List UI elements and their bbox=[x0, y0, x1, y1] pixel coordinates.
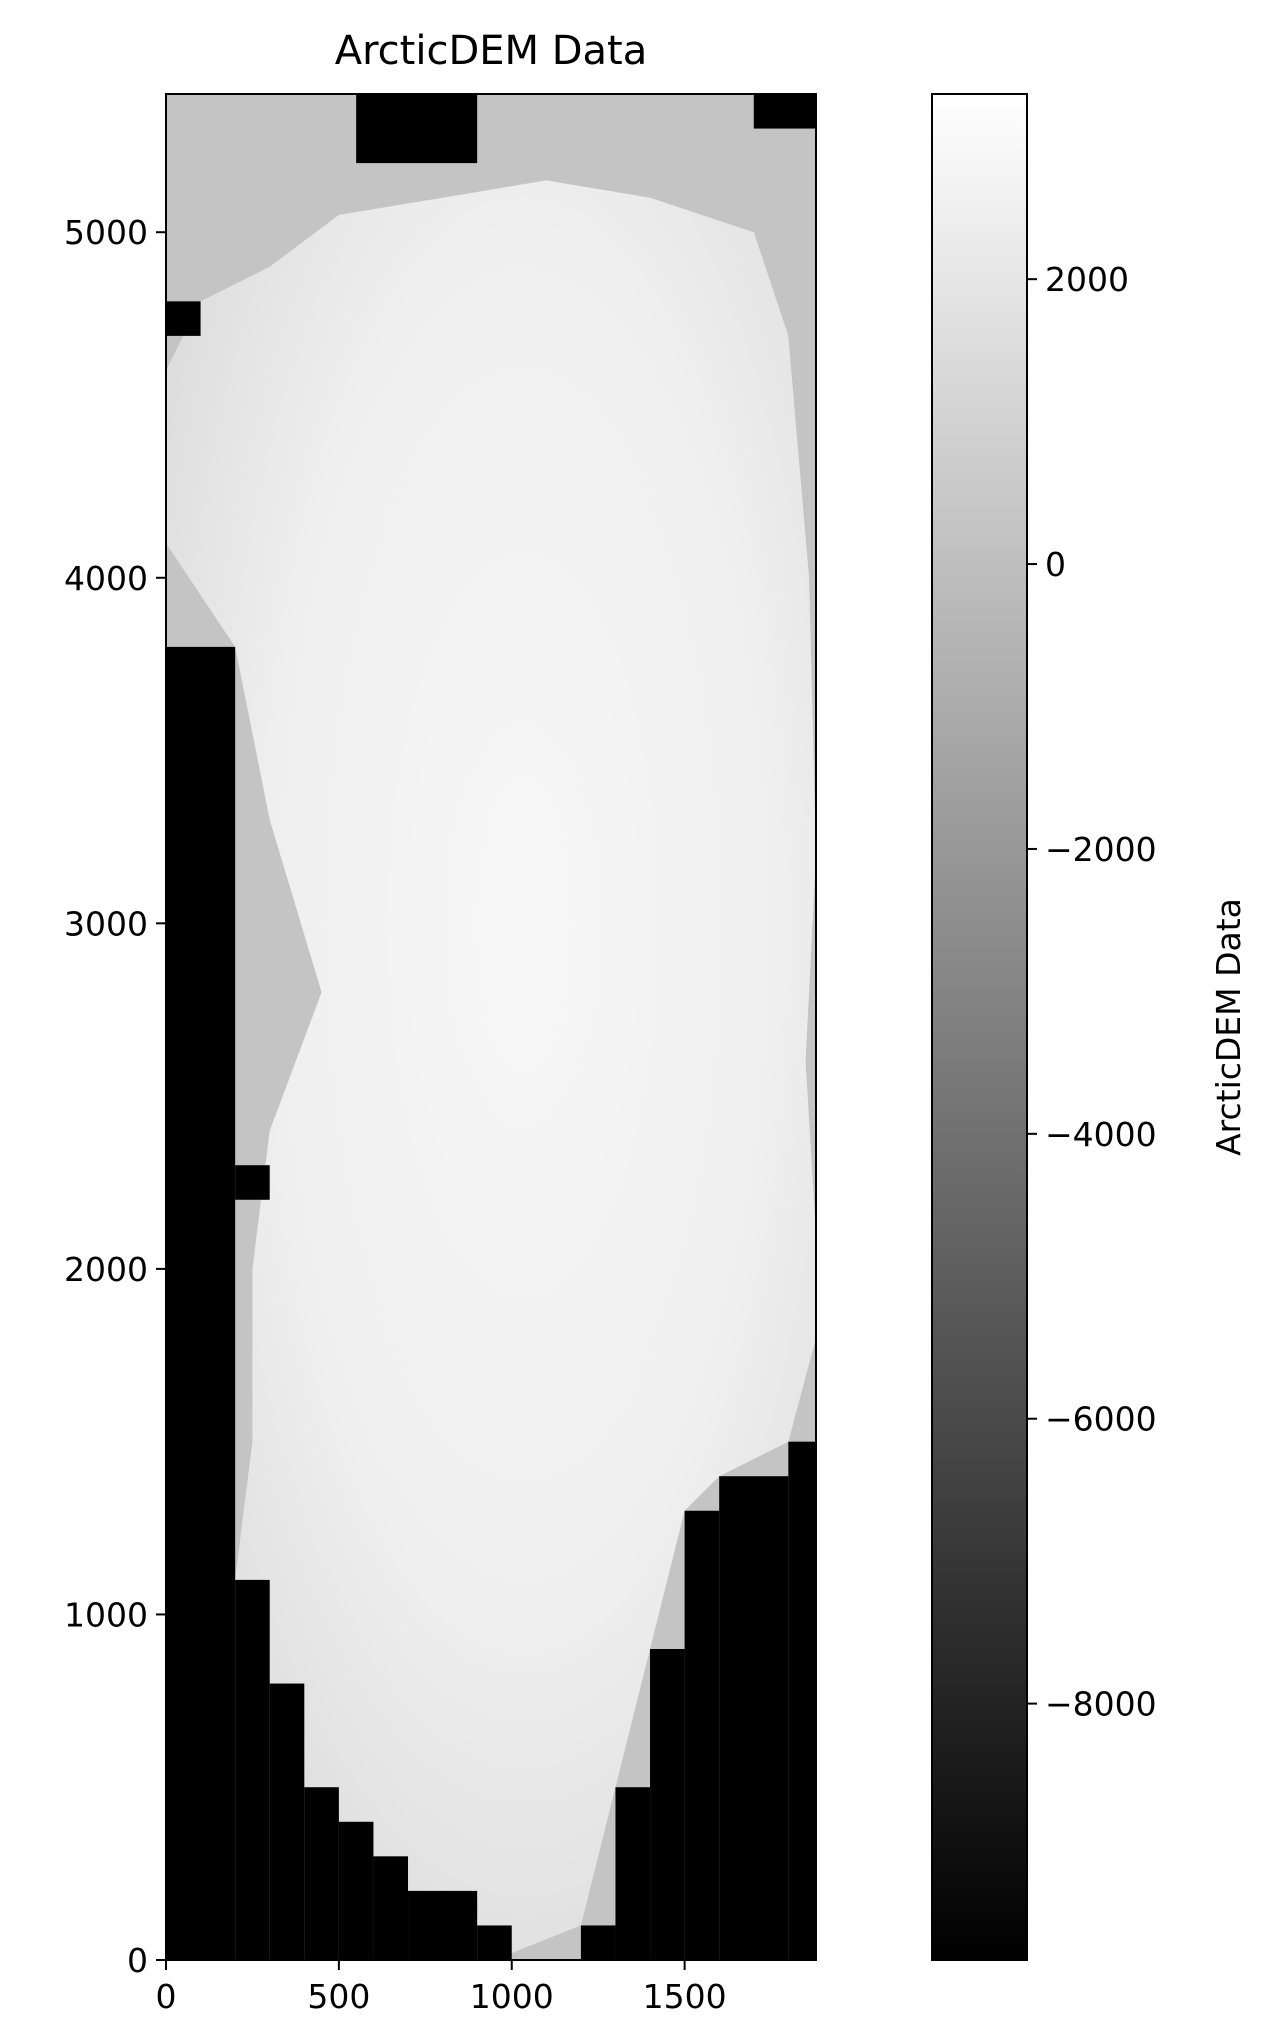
y-tick-label: 0 bbox=[127, 1941, 148, 1980]
x-axis: 0 500 1000 1500 bbox=[156, 1960, 727, 2016]
colorbar-tick-label: −8000 bbox=[1045, 1685, 1157, 1724]
nodata-block bbox=[269, 1683, 305, 1960]
nodata-block bbox=[166, 646, 236, 1960]
chart-title: ArcticDEM Data bbox=[335, 28, 648, 74]
plot-area bbox=[166, 94, 816, 1960]
x-tick-label: 0 bbox=[156, 1977, 177, 2016]
x-tick-label: 500 bbox=[307, 1977, 370, 2016]
y-tick-label: 2000 bbox=[64, 1250, 148, 1289]
nodata-block bbox=[408, 1890, 478, 1960]
ice-sheet bbox=[166, 180, 816, 1954]
nodata-block bbox=[753, 94, 816, 129]
colorbar-tick-label: −6000 bbox=[1045, 1400, 1157, 1439]
nodata-block bbox=[166, 301, 201, 336]
nodata-block bbox=[788, 1441, 816, 1960]
colorbar-tick-label: −4000 bbox=[1045, 1115, 1157, 1154]
colorbar-tick-label: 0 bbox=[1045, 545, 1066, 584]
y-tick-label: 3000 bbox=[64, 904, 148, 943]
nodata-block bbox=[580, 1925, 616, 1960]
nodata-block bbox=[356, 94, 478, 164]
colorbar bbox=[931, 93, 1028, 1961]
nodata-block bbox=[477, 1925, 512, 1960]
nodata-layer bbox=[166, 94, 816, 1960]
nodata-block bbox=[650, 1649, 685, 1960]
nodata-block bbox=[235, 1165, 270, 1200]
nodata-block bbox=[615, 1787, 651, 1960]
x-tick-label: 1500 bbox=[643, 1977, 727, 2016]
nodata-block bbox=[719, 1476, 789, 1960]
plot-frame bbox=[165, 93, 817, 1961]
nodata-block bbox=[304, 1787, 339, 1960]
nodata-block bbox=[235, 1579, 270, 1960]
colorbar-tick-label: 2000 bbox=[1045, 260, 1129, 299]
colorbar-label: ArcticDEM Data bbox=[1209, 898, 1248, 1156]
colorbar-ticks: 2000 0 −2000 −4000 −6000 −8000 bbox=[1027, 260, 1157, 1724]
x-tick-label: 1000 bbox=[470, 1977, 554, 2016]
nodata-block bbox=[684, 1510, 720, 1960]
colorbar-tick-label: −2000 bbox=[1045, 830, 1157, 869]
y-axis: 0 1000 2000 3000 4000 5000 bbox=[64, 213, 166, 1980]
nodata-block bbox=[373, 1856, 409, 1960]
y-tick-label: 5000 bbox=[64, 213, 148, 252]
nodata-block bbox=[338, 1821, 374, 1960]
y-tick-label: 1000 bbox=[64, 1595, 148, 1634]
y-tick-label: 4000 bbox=[64, 559, 148, 598]
